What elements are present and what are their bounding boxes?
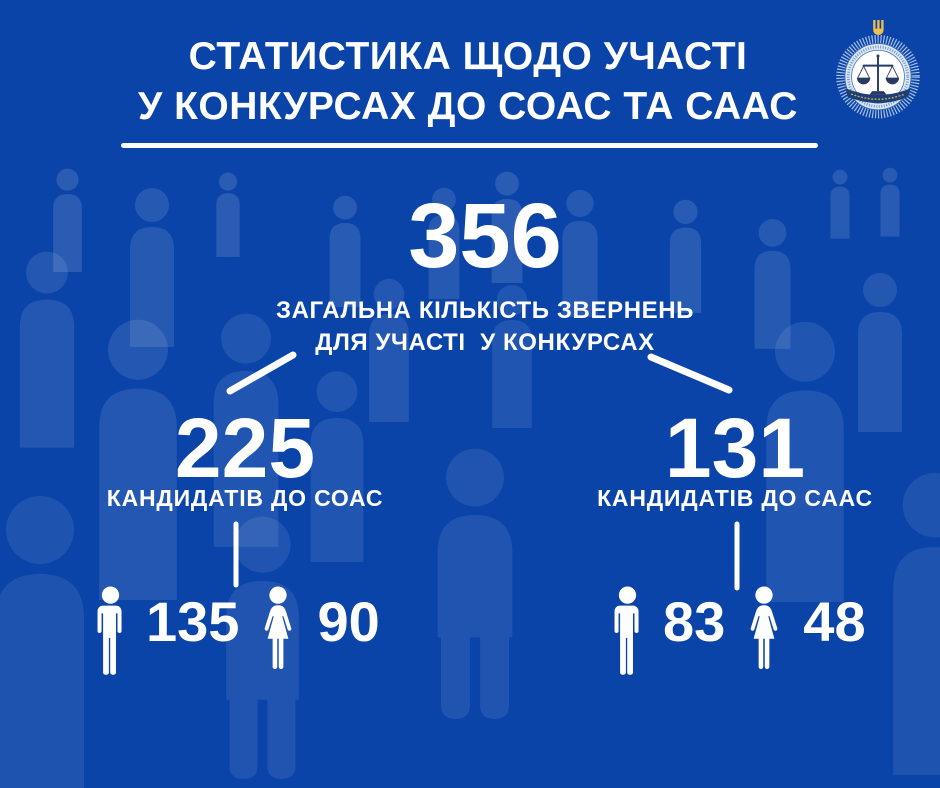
soas-men-count: 135 xyxy=(146,590,240,653)
female-person-icon xyxy=(265,586,292,670)
saas-men-count: 83 xyxy=(663,590,726,653)
saas-candidates-label: КАНДИДАТІВ ДО СААС xyxy=(597,485,873,511)
court-emblem-logo xyxy=(830,18,926,120)
page-title-line1: СТАТИСТИКА ЩОДО УЧАСТІ xyxy=(188,35,748,78)
soas-women-count: 90 xyxy=(317,590,380,653)
male-person-icon xyxy=(97,586,122,675)
page-title: СТАТИСТИКА ЩОДО УЧАСТІ У КОНКУРСАХ ДО СО… xyxy=(0,32,936,132)
soas-candidates-value: 225 xyxy=(174,401,316,495)
total-value: 356 xyxy=(408,185,562,287)
female-person-icon xyxy=(750,586,778,670)
page-title-line2: У КОНКУРСАХ ДО СОАС ТА СААС xyxy=(138,85,798,128)
total-label-line1: ЗАГАЛЬНА КІЛЬКІСТЬ ЗВЕРНЕНЬ xyxy=(275,297,695,324)
saas-gender-breakdown: 83 48 xyxy=(607,586,866,682)
soas-gender-breakdown: 135 90 xyxy=(90,586,380,682)
scales-of-justice-icon xyxy=(836,20,920,119)
soas-candidates-label: КАНДИДАТІВ ДО СОАС xyxy=(106,485,384,511)
male-person-icon xyxy=(614,586,639,675)
total-label-line2: ДЛЯ УЧАСТІ У КОНКУРСАХ xyxy=(315,329,655,356)
saas-women-count: 48 xyxy=(803,590,866,653)
saas-candidates-value: 131 xyxy=(664,401,806,495)
title-underline xyxy=(121,143,818,148)
